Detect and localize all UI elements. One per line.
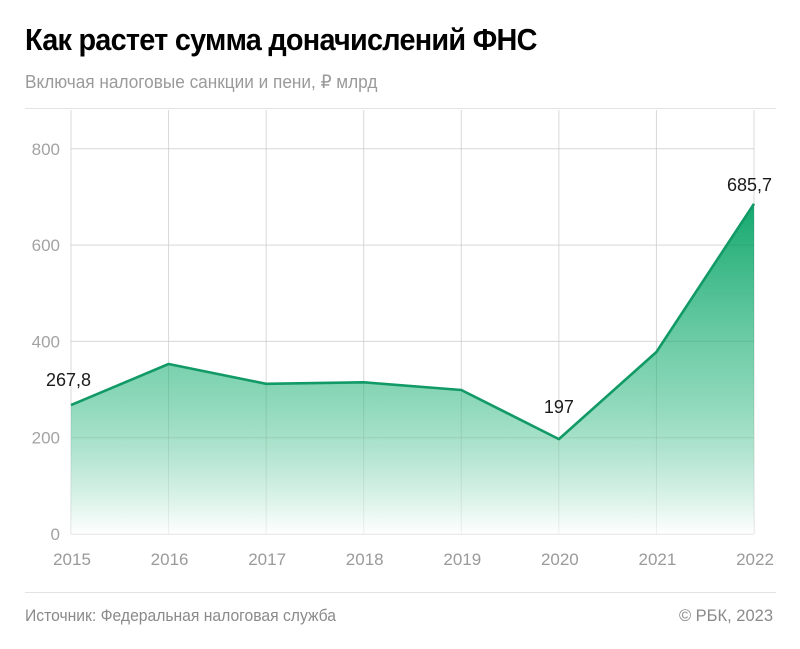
top-divider bbox=[25, 108, 776, 109]
data-line bbox=[70, 203, 756, 441]
y-axis-ticks: 0 200 400 600 800 bbox=[32, 140, 60, 544]
area-fill bbox=[71, 203, 754, 535]
chart-title: Как растет сумма доначислений ФНС bbox=[25, 22, 537, 57]
bottom-divider bbox=[25, 592, 776, 593]
data-label: 197 bbox=[544, 397, 574, 417]
copyright-note: © РБК, 2023 bbox=[678, 607, 773, 625]
x-tick-label: 2020 bbox=[541, 550, 579, 569]
y-tick-label: 600 bbox=[32, 236, 60, 255]
source-note: Источник: Федеральная налоговая служба bbox=[25, 607, 336, 625]
data-labels: 267,8 197 685,7 bbox=[46, 175, 772, 417]
grid-lines-overlay bbox=[70, 110, 755, 535]
x-tick-label: 2022 bbox=[736, 550, 774, 569]
x-tick-label: 2019 bbox=[443, 550, 481, 569]
y-tick-label: 0 bbox=[51, 525, 60, 544]
data-label: 685,7 bbox=[727, 175, 772, 195]
x-tick-label: 2017 bbox=[248, 550, 286, 569]
x-tick-label: 2016 bbox=[151, 550, 189, 569]
x-axis-ticks: 2015 2016 2017 2018 2019 2020 2021 2022 bbox=[53, 550, 774, 569]
x-tick-label: 2018 bbox=[346, 550, 384, 569]
chart-subtitle: Включая налоговые санкции и пени, ₽ млрд bbox=[25, 71, 378, 92]
data-label: 267,8 bbox=[46, 370, 91, 390]
x-tick-label: 2021 bbox=[639, 550, 677, 569]
y-tick-label: 400 bbox=[32, 332, 60, 351]
x-tick-label: 2015 bbox=[53, 550, 91, 569]
y-tick-label: 200 bbox=[32, 429, 60, 448]
y-tick-label: 800 bbox=[32, 140, 60, 159]
